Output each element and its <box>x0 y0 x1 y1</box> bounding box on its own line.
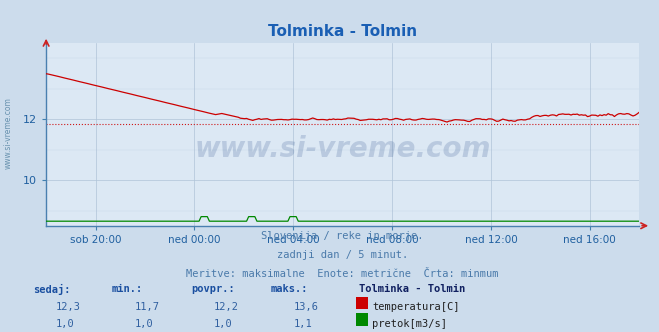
Text: 11,7: 11,7 <box>135 302 160 312</box>
Text: temperatura[C]: temperatura[C] <box>372 302 460 312</box>
Text: Meritve: maksimalne  Enote: metrične  Črta: minmum: Meritve: maksimalne Enote: metrične Črta… <box>186 269 499 279</box>
Text: 12,2: 12,2 <box>214 302 239 312</box>
Text: Tolminka - Tolmin: Tolminka - Tolmin <box>359 284 465 294</box>
Text: maks.:: maks.: <box>270 284 308 294</box>
Text: www.si-vreme.com: www.si-vreme.com <box>194 135 491 163</box>
Text: 1,0: 1,0 <box>56 319 74 329</box>
Text: min.:: min.: <box>112 284 143 294</box>
Text: zadnji dan / 5 minut.: zadnji dan / 5 minut. <box>277 250 409 260</box>
Text: povpr.:: povpr.: <box>191 284 235 294</box>
Text: sedaj:: sedaj: <box>33 284 71 295</box>
Text: www.si-vreme.com: www.si-vreme.com <box>3 97 13 169</box>
Text: 12,3: 12,3 <box>56 302 81 312</box>
Text: 1,0: 1,0 <box>214 319 233 329</box>
Title: Tolminka - Tolmin: Tolminka - Tolmin <box>268 24 417 39</box>
Text: 1,0: 1,0 <box>135 319 154 329</box>
Text: 13,6: 13,6 <box>293 302 318 312</box>
Text: pretok[m3/s]: pretok[m3/s] <box>372 319 447 329</box>
Text: 1,1: 1,1 <box>293 319 312 329</box>
Text: Slovenija / reke in morje.: Slovenija / reke in morje. <box>262 231 424 241</box>
